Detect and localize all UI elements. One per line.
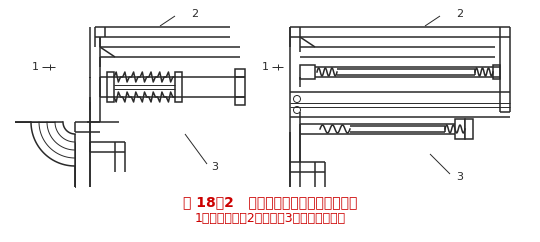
Bar	[300, 65, 315, 79]
Bar	[107, 72, 114, 102]
Text: 2: 2	[192, 9, 199, 19]
Bar	[175, 72, 182, 102]
Text: 1: 1	[31, 62, 38, 72]
Text: 3: 3	[456, 172, 463, 182]
Bar	[235, 69, 245, 105]
Text: 图 18－2   冷却系统用波纹补偿器示意图: 图 18－2 冷却系统用波纹补偿器示意图	[183, 195, 357, 209]
Bar	[465, 119, 473, 139]
Text: 1: 1	[261, 62, 268, 72]
Text: 3: 3	[212, 162, 219, 172]
Bar	[455, 119, 465, 139]
Text: 1－冷却水管；2－炉壳；3－波纹补偿器。: 1－冷却水管；2－炉壳；3－波纹补偿器。	[194, 212, 346, 226]
Bar	[493, 65, 500, 79]
Text: 2: 2	[456, 9, 463, 19]
